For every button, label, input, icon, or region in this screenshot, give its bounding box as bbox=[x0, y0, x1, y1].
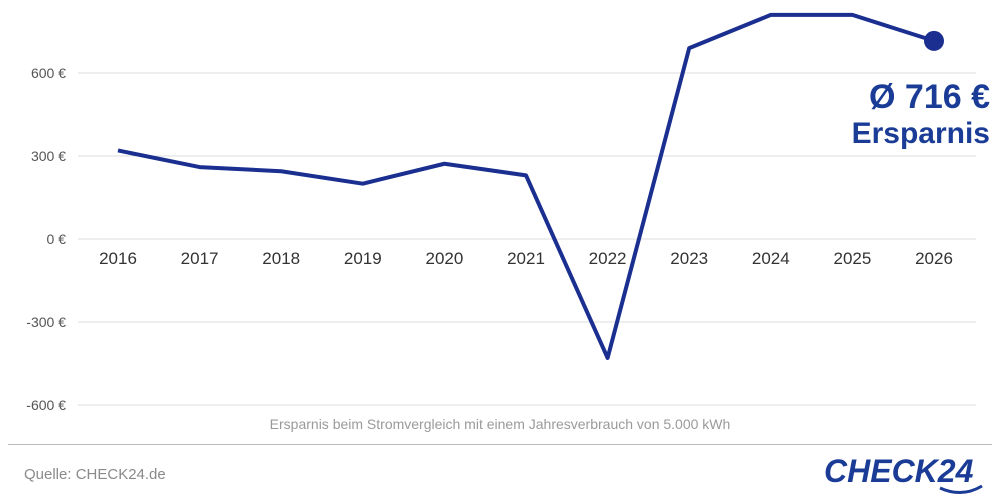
y-tick-label: 300 € bbox=[31, 148, 66, 164]
footer-divider bbox=[8, 444, 992, 445]
logo-swoosh bbox=[939, 484, 983, 494]
x-tick-label: 2024 bbox=[752, 249, 790, 268]
y-tick-label: -600 € bbox=[26, 397, 66, 413]
x-tick-label: 2023 bbox=[670, 249, 708, 268]
x-tick-label: 2025 bbox=[833, 249, 871, 268]
x-tick-label: 2017 bbox=[181, 249, 219, 268]
x-axis-ticks: 2016 2017 2018 2019 2020 2021 2022 2023 2024 2025… bbox=[99, 249, 953, 268]
x-tick-label: 2022 bbox=[589, 249, 627, 268]
average-value: Ø 716 € bbox=[869, 78, 990, 116]
source-note: Quelle: CHECK24.de bbox=[24, 466, 166, 483]
x-tick-label: 2020 bbox=[425, 249, 463, 268]
series-layer bbox=[117, 12, 944, 360]
grid-lines bbox=[78, 72, 976, 406]
average-annotation: Ø 716 € Ersparnis bbox=[852, 78, 990, 152]
series-line bbox=[117, 12, 935, 360]
line-chart: 600 €300 €0 €-300 €-600 € 2016 2017 2018 20… bbox=[26, 12, 976, 413]
x-tick-label: 2018 bbox=[262, 249, 300, 268]
x-tick-label: 2021 bbox=[507, 249, 545, 268]
y-tick-label: 600 € bbox=[31, 65, 66, 81]
x-tick-label: 2016 bbox=[99, 249, 137, 268]
y-axis-ticks: 600 € 300 € 0 € -300 € -600 € bbox=[26, 65, 66, 413]
x-tick-label: 2026 bbox=[915, 249, 953, 268]
last-point-marker bbox=[924, 30, 944, 51]
x-tick-label: 2019 bbox=[344, 249, 382, 268]
chart-caption: Ersparnis beim Stromvergleich mit einem … bbox=[269, 416, 731, 432]
check24-logo: CHECK24 bbox=[824, 453, 983, 494]
y-tick-label: 0 € bbox=[47, 231, 67, 247]
y-tick-label: -300 € bbox=[26, 314, 66, 330]
check24-logo-text: CHECK24 bbox=[824, 453, 974, 489]
average-label: Ersparnis bbox=[851, 117, 990, 151]
